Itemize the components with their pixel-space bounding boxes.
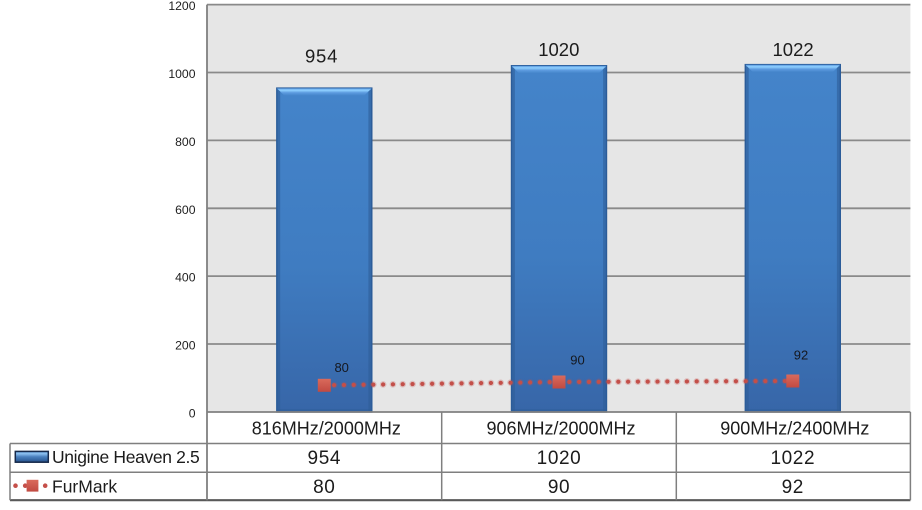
svg-text:90: 90 — [570, 353, 584, 368]
svg-text:906MHz/2000MHz: 906MHz/2000MHz — [486, 419, 635, 439]
svg-text:1000: 1000 — [168, 67, 195, 81]
svg-text:90: 90 — [548, 477, 570, 498]
svg-text:92: 92 — [794, 348, 808, 363]
svg-text:900MHz/2400MHz: 900MHz/2400MHz — [720, 419, 869, 439]
svg-text:600: 600 — [175, 203, 196, 217]
svg-text:80: 80 — [313, 477, 335, 498]
svg-text:1020: 1020 — [537, 448, 582, 469]
svg-text:1200: 1200 — [168, 0, 195, 13]
svg-text:1020: 1020 — [538, 39, 579, 60]
svg-text:Unigine Heaven 2.5: Unigine Heaven 2.5 — [52, 447, 199, 467]
svg-text:200: 200 — [175, 339, 196, 353]
svg-text:954: 954 — [308, 448, 342, 469]
svg-text:400: 400 — [175, 271, 196, 285]
svg-text:1022: 1022 — [770, 448, 815, 469]
svg-text:0: 0 — [189, 407, 196, 421]
svg-text:816MHz/2000MHz: 816MHz/2000MHz — [252, 419, 401, 439]
svg-text:800: 800 — [175, 135, 196, 149]
svg-text:92: 92 — [782, 477, 804, 498]
svg-text:FurMark: FurMark — [52, 476, 117, 496]
svg-text:1022: 1022 — [773, 39, 814, 60]
svg-text:954: 954 — [305, 46, 338, 67]
svg-text:80: 80 — [334, 360, 348, 375]
